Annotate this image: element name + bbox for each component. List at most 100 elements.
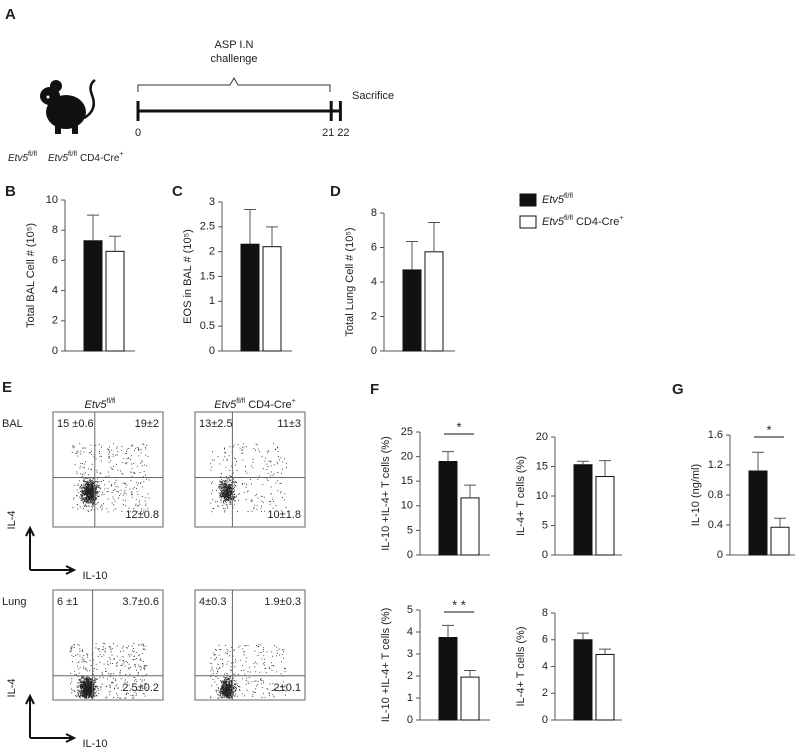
dot [223, 692, 225, 693]
dot [86, 487, 88, 488]
dot [218, 694, 219, 696]
dot [125, 694, 127, 695]
dot [86, 686, 88, 687]
dot [90, 483, 92, 485]
dot [81, 681, 83, 683]
dot [229, 680, 231, 682]
dot [94, 682, 96, 684]
bar [770, 526, 790, 556]
dot [79, 467, 81, 469]
dot [83, 502, 84, 504]
dot [228, 692, 229, 694]
dot [271, 662, 272, 664]
dot [91, 490, 93, 491]
dot [222, 492, 224, 494]
allele: fl/fl [564, 193, 573, 200]
dot [252, 467, 254, 469]
dot [282, 461, 284, 463]
dot [79, 496, 81, 498]
dot [82, 692, 83, 694]
dot [85, 488, 87, 490]
dot [88, 488, 90, 490]
dot [146, 445, 148, 446]
dot [232, 446, 234, 448]
dot [95, 445, 97, 446]
dot [280, 483, 282, 484]
dot [90, 490, 92, 491]
dot [125, 463, 127, 465]
y-axis-label: IL-10 +IL-4+ T cells (%) [380, 608, 392, 723]
dot [232, 488, 234, 489]
dot [229, 685, 230, 686]
dot [86, 502, 87, 504]
dot [286, 467, 287, 469]
dot [229, 697, 231, 699]
dot [88, 678, 90, 680]
dot [245, 683, 247, 685]
dot [228, 697, 230, 699]
dot [94, 688, 96, 690]
dot [83, 677, 85, 679]
dot [146, 665, 148, 667]
dot [143, 481, 145, 483]
dot [265, 457, 267, 459]
dot [89, 685, 91, 686]
dot [229, 496, 231, 498]
dot [121, 511, 123, 512]
dot [97, 486, 99, 488]
dot [143, 661, 144, 662]
dot [131, 650, 133, 652]
tissue-label: Lung [2, 596, 26, 608]
dot [81, 689, 82, 691]
dot [101, 509, 103, 511]
dot [239, 690, 241, 691]
flow-plot-frame [194, 411, 306, 528]
dot [91, 692, 92, 693]
dot [216, 691, 217, 693]
quadrant-value: 13±2.5 [199, 418, 233, 430]
dot [139, 654, 140, 656]
dot [108, 452, 110, 453]
dot [127, 662, 128, 663]
dot [228, 689, 230, 691]
dot [229, 478, 231, 480]
dot [131, 463, 132, 465]
dot [251, 500, 253, 502]
dot [95, 647, 97, 649]
dot [283, 689, 285, 691]
dot [234, 690, 236, 692]
dot [82, 693, 83, 695]
dot [225, 491, 227, 493]
dot [285, 507, 287, 508]
dot [82, 501, 84, 503]
dot [98, 487, 100, 489]
dot [134, 472, 136, 474]
dot [87, 500, 89, 502]
dot [224, 491, 226, 493]
dot [211, 466, 213, 468]
dot [79, 666, 81, 668]
dot [232, 662, 234, 663]
dot [257, 479, 259, 480]
dot [95, 679, 97, 681]
dot [87, 681, 88, 683]
dot [235, 687, 237, 689]
dot [223, 495, 225, 497]
dot [222, 694, 224, 696]
dot [75, 655, 77, 656]
dot [228, 455, 230, 457]
dot [132, 488, 134, 490]
dot [222, 685, 224, 687]
dot [83, 676, 84, 678]
dot [228, 684, 229, 686]
dot [85, 689, 87, 691]
dot [85, 693, 87, 695]
dot [101, 673, 103, 675]
panel-label: B [5, 183, 16, 200]
dot [87, 491, 89, 492]
dot [92, 497, 94, 499]
dot [242, 648, 244, 650]
dot [95, 663, 97, 665]
dot [84, 693, 85, 695]
genotype-label: Etv5fl/fl CD4-Cre+ [214, 398, 295, 411]
